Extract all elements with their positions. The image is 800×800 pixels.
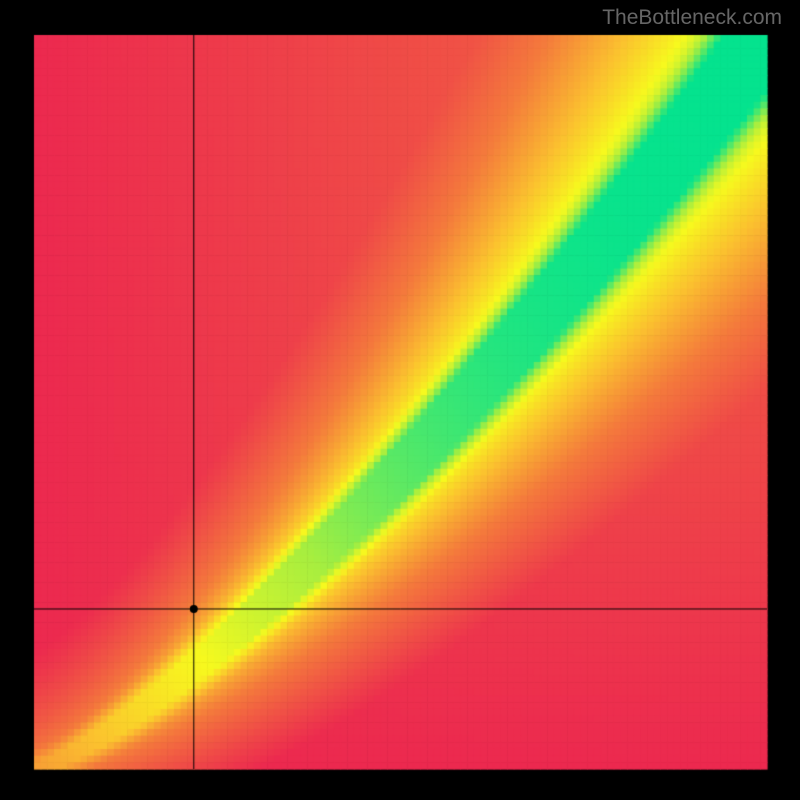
bottleneck-heatmap — [0, 0, 800, 800]
watermark-text: TheBottleneck.com — [602, 6, 782, 30]
chart-container: TheBottleneck.com — [0, 0, 800, 800]
